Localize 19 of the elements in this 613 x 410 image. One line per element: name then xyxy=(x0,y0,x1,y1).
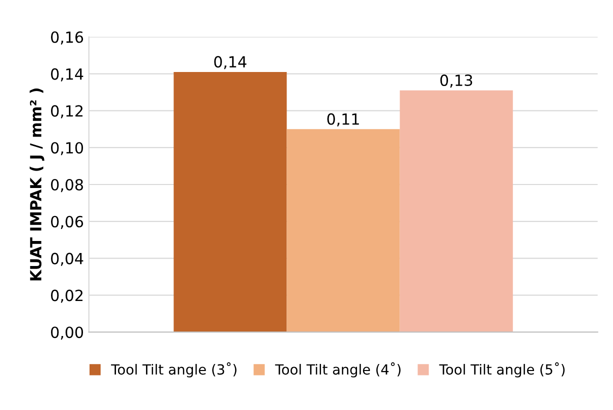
y-tick-label: 0,02 xyxy=(51,290,82,303)
bar xyxy=(400,90,513,332)
y-tick-label: 0,14 xyxy=(51,68,84,82)
data-label: 0,11 xyxy=(327,113,359,126)
y-tick-label: 0,12 xyxy=(51,105,82,118)
y-tick-label: 0,06 xyxy=(51,216,84,229)
data-label: 0,14 xyxy=(214,56,246,70)
bar xyxy=(174,72,287,332)
y-tick-label: 0,04 xyxy=(51,252,84,266)
y-axis-title: KUAT IMPAK ( J / mm² ) xyxy=(30,88,44,280)
legend-label: Tool Tilt angle (4˚) xyxy=(275,362,401,378)
data-label: 0,13 xyxy=(440,74,472,88)
legend-label: Tool Tilt angle (3˚) xyxy=(111,362,236,378)
y-tick-label: 0,16 xyxy=(51,31,84,44)
bar xyxy=(286,129,400,332)
y-tick-label: 0,00 xyxy=(51,326,84,340)
y-tick-label: 0,08 xyxy=(51,178,83,192)
legend-label: Tool Tilt angle (5˚) xyxy=(439,362,565,378)
y-tick-label: 0,10 xyxy=(51,142,84,156)
